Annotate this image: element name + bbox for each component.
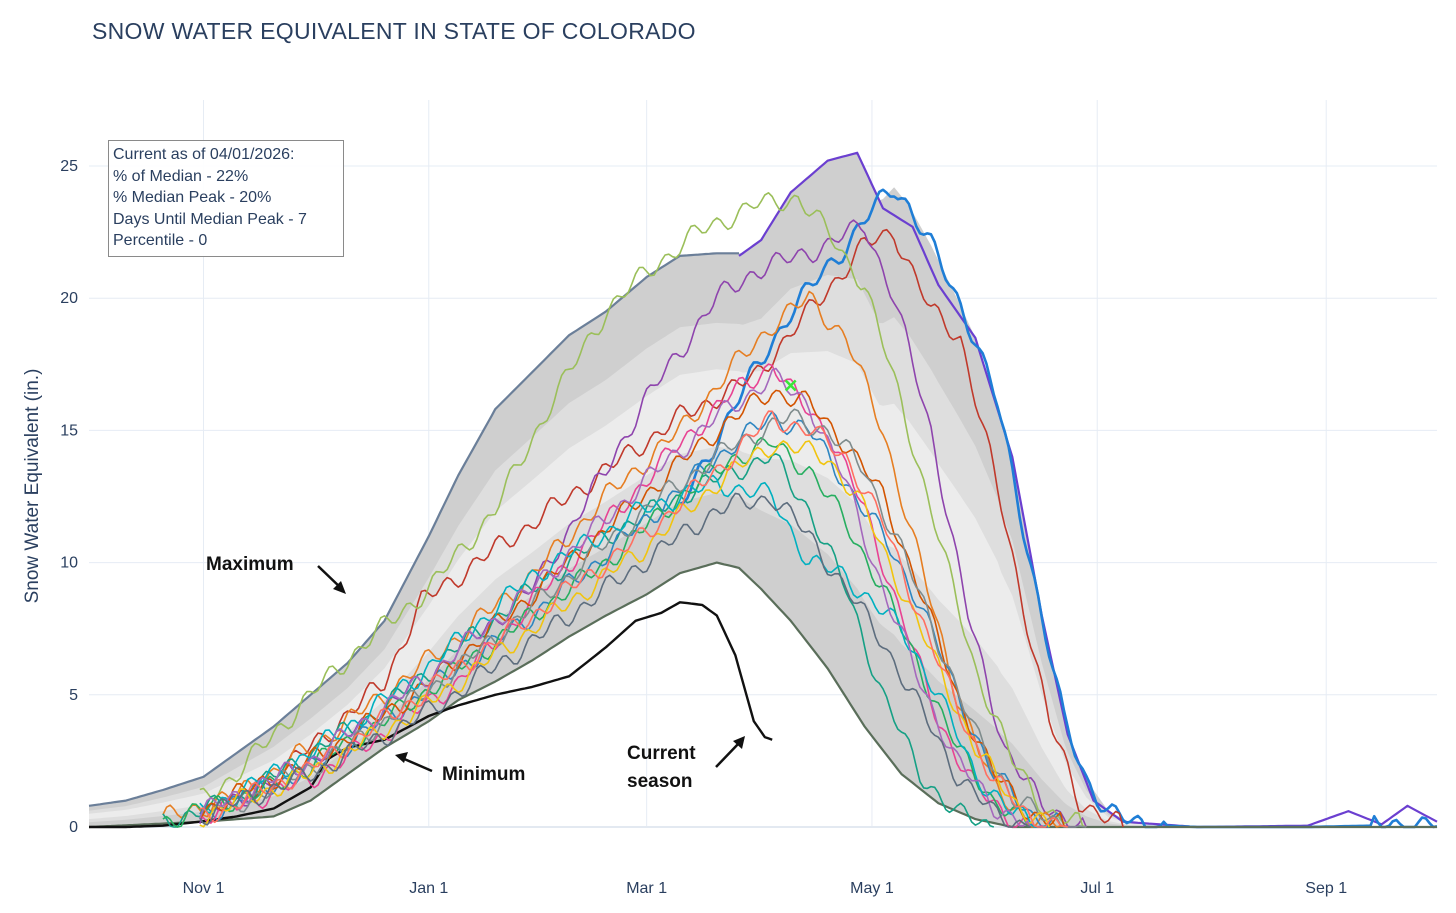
x-tick-label: Mar 1 bbox=[626, 880, 667, 897]
annotation-current-arrowhead bbox=[733, 736, 745, 749]
series-line-season-g bbox=[199, 363, 1050, 828]
chart-title: SNOW WATER EQUIVALENT IN STATE OF COLORA… bbox=[92, 18, 696, 44]
annotation-minimum: Minimum bbox=[442, 764, 525, 785]
series-line-season-c bbox=[199, 192, 1087, 828]
series-line-season-a bbox=[235, 228, 1124, 828]
x-tick-label: Jan 1 bbox=[409, 880, 448, 897]
annotation-minimum-arrowhead bbox=[395, 752, 408, 763]
annotation-maximum-arrowhead bbox=[333, 581, 346, 594]
series-line-season-j bbox=[236, 408, 1087, 828]
info-line-current-as-of: Current as of 04/01/2026: bbox=[113, 146, 295, 163]
series-line-season-m bbox=[199, 367, 1032, 828]
annotation-current-line2: season bbox=[627, 771, 692, 792]
median-peak-marker bbox=[784, 379, 797, 392]
series-line-season-l bbox=[199, 440, 1050, 828]
x-tick-label: Jul 1 bbox=[1080, 880, 1114, 897]
annotations: Maximum Minimum Current season bbox=[206, 554, 745, 792]
x-tick-label: Sep 1 bbox=[1305, 880, 1347, 897]
x-axis-ticks: Nov 1 Jan 1 Mar 1 May 1 Jul 1 Sep 1 bbox=[183, 880, 1348, 897]
annotation-current-line1: Current bbox=[627, 743, 696, 764]
series-line-season-n bbox=[199, 410, 1068, 828]
annotation-maximum: Maximum bbox=[206, 554, 294, 575]
y-axis-ticks: 0 5 10 15 20 25 bbox=[60, 158, 78, 836]
y-tick-label: 10 bbox=[60, 555, 78, 572]
series-line-historic-max-envelope bbox=[738, 151, 1438, 829]
x-tick-label: May 1 bbox=[850, 880, 894, 897]
info-box: Current as of 04/01/2026: % of Median - … bbox=[108, 140, 344, 257]
info-line-percentile: Percentile - 0 bbox=[113, 232, 208, 250]
info-line-pct-median: % of Median - 22% bbox=[113, 167, 249, 185]
x-tick-label: Nov 1 bbox=[183, 880, 225, 897]
y-tick-label: 20 bbox=[60, 290, 78, 307]
annotation-current-arrow bbox=[715, 741, 741, 768]
y-tick-label: 5 bbox=[69, 687, 78, 704]
y-axis-label: Snow Water Equivalent (in.) bbox=[22, 369, 43, 604]
series-line-season-o bbox=[199, 492, 1032, 828]
series-line-minimum bbox=[88, 561, 1437, 829]
annotation-minimum-arrow bbox=[401, 756, 433, 773]
series-lines bbox=[88, 151, 1438, 829]
y-tick-label: 15 bbox=[60, 422, 78, 439]
info-line-pct-median-peak: % Median Peak - 20% bbox=[113, 189, 272, 207]
y-tick-label: 25 bbox=[60, 158, 78, 175]
series-line-season-i bbox=[199, 389, 1068, 828]
series-line-maximum bbox=[88, 252, 739, 807]
series-line-season-k bbox=[199, 474, 1050, 828]
info-line-days-until-peak: Days Until Median Peak - 7 bbox=[113, 210, 307, 228]
y-tick-label: 0 bbox=[69, 819, 78, 836]
